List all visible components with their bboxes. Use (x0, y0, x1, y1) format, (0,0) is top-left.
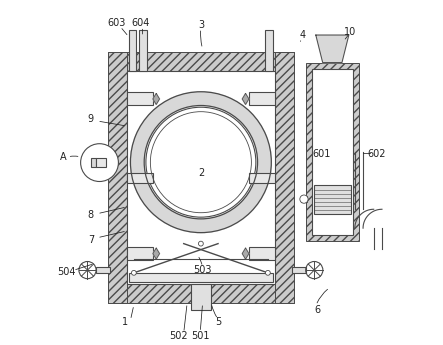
Bar (96, 267, 110, 273)
Text: 4: 4 (299, 30, 305, 40)
Text: 1: 1 (122, 317, 128, 327)
Circle shape (300, 195, 308, 203)
Polygon shape (316, 35, 349, 62)
Bar (127, 247, 153, 260)
Bar (108, 52, 294, 71)
Circle shape (81, 144, 118, 181)
Polygon shape (242, 93, 249, 105)
Bar (108, 284, 294, 303)
Text: 3: 3 (198, 20, 204, 30)
Circle shape (146, 107, 256, 217)
Text: 7: 7 (88, 235, 94, 245)
Bar (127, 92, 153, 106)
Text: 5: 5 (215, 317, 221, 327)
Bar (139, 30, 147, 71)
Bar (249, 173, 275, 183)
Bar (190, 284, 211, 310)
Bar (314, 185, 351, 214)
Text: 501: 501 (191, 331, 210, 341)
Polygon shape (242, 248, 249, 259)
Bar (91, 158, 96, 167)
Bar (265, 30, 273, 71)
Bar (127, 173, 153, 183)
Text: 603: 603 (108, 18, 126, 28)
Polygon shape (153, 248, 159, 259)
Bar (249, 92, 275, 106)
Text: A: A (59, 152, 66, 162)
Circle shape (265, 270, 270, 275)
Bar (306, 62, 359, 241)
Bar (129, 273, 273, 283)
Circle shape (132, 270, 136, 275)
Text: 9: 9 (88, 114, 94, 124)
Circle shape (198, 241, 203, 246)
Bar (108, 52, 127, 303)
Bar (292, 267, 306, 273)
Text: 604: 604 (132, 18, 150, 28)
Bar (300, 196, 307, 202)
Polygon shape (153, 93, 159, 105)
Bar (96, 158, 106, 167)
Bar (275, 52, 294, 303)
Text: 504: 504 (58, 267, 76, 277)
Text: 10: 10 (344, 27, 357, 37)
Bar (129, 30, 136, 71)
Text: 602: 602 (367, 149, 385, 159)
Text: 503: 503 (193, 265, 212, 275)
Bar (249, 247, 275, 260)
Bar (127, 71, 275, 284)
Text: 8: 8 (88, 210, 94, 220)
Text: 2: 2 (198, 168, 204, 177)
Text: 601: 601 (312, 149, 330, 159)
Text: 6: 6 (315, 305, 321, 315)
Bar (312, 69, 353, 235)
Text: 502: 502 (169, 331, 188, 341)
